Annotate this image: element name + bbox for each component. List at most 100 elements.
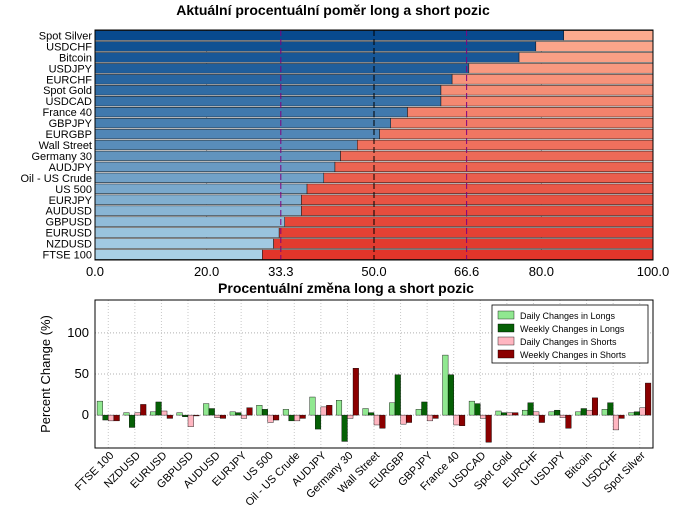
top-category-label: NZDUSD xyxy=(46,239,92,251)
change-bar xyxy=(527,402,534,416)
change-bar xyxy=(538,414,545,423)
short-bar xyxy=(563,30,654,41)
bottom-y-tick-label: 50 xyxy=(75,366,89,381)
short-bar xyxy=(535,41,654,52)
change-bar xyxy=(633,411,640,416)
change-bar xyxy=(294,414,301,422)
change-bar xyxy=(612,414,619,431)
change-bar xyxy=(362,408,369,416)
legend-entry: Weekly Changes in Shorts xyxy=(520,350,626,360)
long-bar xyxy=(94,30,564,41)
change-bar xyxy=(447,374,454,416)
change-bar xyxy=(108,414,115,422)
top-x-tick-label: 20.0 xyxy=(194,264,219,279)
long-bar xyxy=(94,238,274,249)
change-bar xyxy=(182,414,189,417)
change-bar xyxy=(315,414,322,430)
change-bar xyxy=(645,382,652,416)
change-bar xyxy=(336,400,343,416)
short-bar xyxy=(390,117,654,129)
change-bar xyxy=(607,402,614,416)
change-bar xyxy=(485,414,492,443)
short-bar xyxy=(301,194,654,205)
short-bar xyxy=(340,150,654,162)
change-bar xyxy=(229,411,236,416)
change-bar xyxy=(187,414,194,427)
change-bar xyxy=(400,414,407,425)
bottom-chart-title: Procentuální změna long a short pozic xyxy=(218,280,474,296)
change-bar xyxy=(214,414,221,418)
long-bar xyxy=(94,172,325,183)
change-bar xyxy=(442,354,449,416)
change-bar xyxy=(405,414,412,423)
short-bar xyxy=(278,227,654,238)
change-bar xyxy=(495,410,502,416)
top-category-label: USDCHF xyxy=(46,41,92,53)
change-bar xyxy=(246,407,253,416)
change-bar xyxy=(256,405,263,416)
long-bar xyxy=(94,117,391,129)
legend-swatch xyxy=(497,349,515,359)
change-bar xyxy=(426,414,433,422)
top-category-label: USDCAD xyxy=(46,96,93,108)
top-category-label: Spot Gold xyxy=(43,85,92,97)
top-category-label: GBPUSD xyxy=(46,217,93,229)
change-bar xyxy=(468,400,475,416)
change-bar xyxy=(203,403,210,416)
short-bar xyxy=(468,63,654,74)
short-bar xyxy=(334,161,654,173)
legend-box xyxy=(491,304,649,364)
long-bar xyxy=(94,227,280,238)
change-bar xyxy=(161,410,168,416)
change-bar xyxy=(506,412,513,416)
bottom-y-tick-label: 100 xyxy=(67,325,89,340)
top-x-tick-label: 33.3 xyxy=(268,264,293,279)
top-category-label: Germany 30 xyxy=(31,151,92,163)
change-bar xyxy=(522,409,529,416)
short-bar xyxy=(284,216,654,227)
long-bar xyxy=(94,161,336,173)
change-bar xyxy=(394,374,401,416)
change-bar xyxy=(155,401,162,416)
top-chart-x-tick-labels: 0.0 20.0 33.3 50.0 66.6 80.0 100.0 xyxy=(86,264,669,279)
top-category-label: Oil - US Crude xyxy=(20,173,92,185)
change-bar xyxy=(379,414,386,429)
long-bar xyxy=(94,150,341,162)
change-bar xyxy=(320,406,327,416)
top-chart-reference-lines xyxy=(280,30,468,260)
change-bar xyxy=(389,402,396,416)
top-category-label: AUDUSD xyxy=(46,206,93,218)
top-category-label: EURGBP xyxy=(46,129,92,141)
long-bar xyxy=(94,52,520,63)
short-bar xyxy=(357,139,654,151)
short-bar xyxy=(306,183,654,194)
bottom-chart-y-tick-labels: 0 50 100 xyxy=(67,325,89,422)
short-bar xyxy=(518,52,654,63)
long-bar xyxy=(94,205,302,216)
change-bar xyxy=(219,414,226,419)
long-bar xyxy=(94,63,470,74)
top-chart-frame xyxy=(94,29,654,261)
top-x-tick-label: 80.0 xyxy=(529,264,554,279)
top-category-label: EURCHF xyxy=(46,74,92,86)
top-x-tick-label: 0.0 xyxy=(86,264,104,279)
legend-entry: Daily Changes in Longs xyxy=(520,311,616,321)
change-bar xyxy=(580,408,587,416)
long-bar xyxy=(94,128,380,140)
long-bar xyxy=(94,41,537,52)
top-category-label: EURUSD xyxy=(46,228,93,240)
top-x-tick-label: 100.0 xyxy=(637,264,670,279)
change-bar xyxy=(261,409,268,416)
top-category-label: FTSE 100 xyxy=(42,250,92,262)
legend-entry: Daily Changes in Shorts xyxy=(520,337,617,347)
change-bar xyxy=(240,414,247,419)
change-bar xyxy=(533,411,540,416)
bottom-y-tick-label: 0 xyxy=(82,407,89,422)
change-bar xyxy=(601,409,608,416)
short-bar xyxy=(301,205,654,216)
change-bar xyxy=(559,414,566,418)
change-bar xyxy=(554,409,561,416)
top-chart-title: Aktuální procentuální poměr long a short… xyxy=(176,2,490,18)
change-bar xyxy=(129,414,136,428)
